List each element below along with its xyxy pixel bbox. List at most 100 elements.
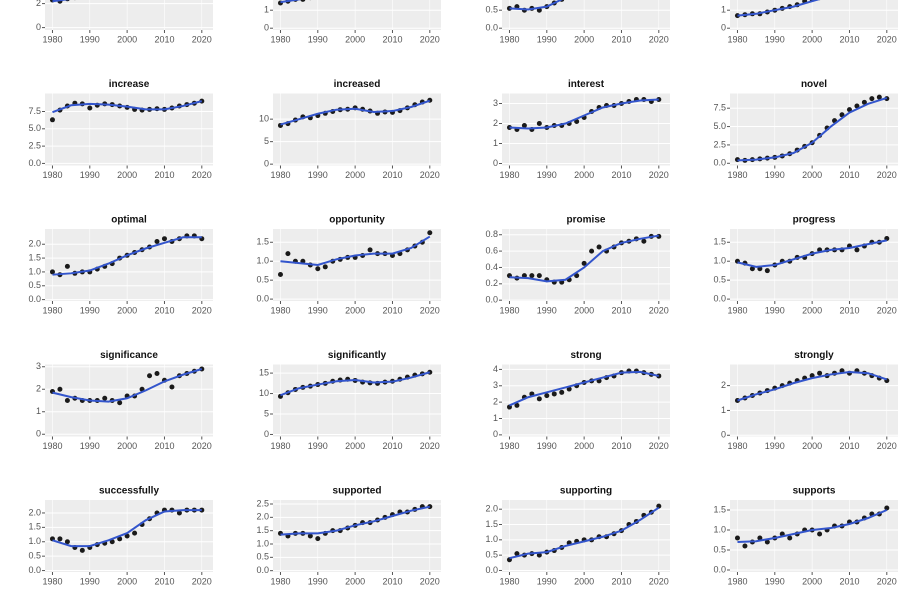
panel-background bbox=[273, 500, 441, 572]
x-tick-label: 1990 bbox=[308, 576, 328, 586]
y-tick-label: 5 bbox=[264, 136, 269, 146]
data-point bbox=[79, 547, 85, 553]
y-tick-label: 5.0 bbox=[28, 123, 41, 133]
y-tick-label: 1.5 bbox=[713, 237, 726, 247]
x-tick-label: 1990 bbox=[537, 576, 557, 586]
x-tick-label: 2000 bbox=[574, 576, 594, 586]
data-point bbox=[581, 260, 587, 266]
x-tick-label: 2020 bbox=[877, 170, 897, 180]
data-point bbox=[169, 384, 175, 390]
trend-line bbox=[737, 509, 888, 543]
y-tick-label: 7.5 bbox=[28, 106, 41, 116]
data-point bbox=[817, 531, 823, 537]
x-tick-label: 2020 bbox=[420, 576, 440, 586]
y-tick-label: 0.0 bbox=[713, 293, 726, 303]
y-tick-label: 2 bbox=[36, 0, 41, 8]
data-point bbox=[117, 536, 123, 542]
y-tick-label: 5 bbox=[264, 408, 269, 418]
data-point bbox=[861, 99, 867, 105]
panel-title: progress bbox=[793, 215, 836, 226]
y-tick-label: 3 bbox=[36, 361, 41, 371]
y-tick-label: 2 bbox=[493, 118, 498, 128]
x-tick-label: 1990 bbox=[308, 34, 328, 44]
x-tick-label: 2000 bbox=[574, 170, 594, 180]
x-tick-label: 1990 bbox=[765, 305, 785, 315]
y-tick-label: 0.5 bbox=[485, 5, 498, 15]
x-tick-label: 1990 bbox=[80, 305, 100, 315]
x-tick-label: 2020 bbox=[649, 34, 669, 44]
data-point bbox=[64, 263, 70, 269]
y-tick-label: 0.8 bbox=[485, 229, 498, 239]
y-tick-label: 0 bbox=[493, 158, 498, 168]
panel-title: increase bbox=[109, 79, 150, 90]
data-point bbox=[49, 269, 55, 275]
y-tick-label: 0 bbox=[36, 429, 41, 439]
y-tick-label: 2.5 bbox=[713, 139, 726, 149]
x-tick-label: 1980 bbox=[42, 305, 62, 315]
data-point bbox=[574, 273, 580, 279]
panel-background bbox=[730, 229, 898, 301]
trend-line bbox=[737, 96, 888, 162]
panel-background bbox=[730, 500, 898, 572]
y-tick-label: 2.5 bbox=[28, 140, 41, 150]
y-tick-label: 0.5 bbox=[256, 552, 269, 562]
x-tick-label: 2020 bbox=[192, 34, 212, 44]
x-tick-label: 2000 bbox=[345, 34, 365, 44]
x-tick-label: 2000 bbox=[802, 305, 822, 315]
x-tick-label: 1990 bbox=[765, 170, 785, 180]
y-tick-label: 0.5 bbox=[256, 275, 269, 285]
trend-line bbox=[280, 371, 431, 397]
data-point bbox=[315, 536, 321, 542]
data-point bbox=[742, 543, 748, 549]
x-tick-label: 2020 bbox=[420, 441, 440, 451]
y-tick-label: 0 bbox=[493, 429, 498, 439]
panel-title: significance bbox=[100, 350, 158, 361]
y-tick-label: 10 bbox=[259, 388, 269, 398]
x-tick-label: 2010 bbox=[382, 34, 402, 44]
x-tick-label: 2000 bbox=[802, 576, 822, 586]
y-tick-label: 2 bbox=[721, 380, 726, 390]
data-point bbox=[596, 244, 602, 250]
data-point bbox=[521, 123, 527, 128]
y-tick-label: 2 bbox=[493, 397, 498, 407]
x-tick-label: 2000 bbox=[802, 170, 822, 180]
y-tick-label: 0 bbox=[264, 23, 269, 33]
data-point bbox=[757, 535, 763, 541]
x-tick-label: 1990 bbox=[765, 441, 785, 451]
panel-title: supported bbox=[333, 486, 382, 497]
trend-line bbox=[509, 370, 660, 407]
panel-background bbox=[730, 93, 898, 166]
x-tick-label: 2020 bbox=[877, 34, 897, 44]
data-point bbox=[322, 264, 328, 270]
y-tick-label: 0.0 bbox=[713, 158, 726, 168]
y-tick-label: 0.0 bbox=[485, 565, 498, 575]
x-tick-label: 1990 bbox=[308, 441, 328, 451]
x-tick-label: 1980 bbox=[727, 305, 747, 315]
x-tick-label: 1980 bbox=[42, 576, 62, 586]
y-tick-label: 0.5 bbox=[28, 280, 41, 290]
x-tick-label: 2020 bbox=[192, 576, 212, 586]
panel-title: opportunity bbox=[329, 215, 385, 226]
y-tick-label: 0.0 bbox=[485, 23, 498, 33]
data-point bbox=[161, 236, 167, 242]
y-tick-label: 1 bbox=[264, 5, 269, 15]
x-tick-label: 2010 bbox=[154, 34, 174, 44]
x-tick-label: 2020 bbox=[192, 305, 212, 315]
data-point bbox=[109, 539, 115, 545]
data-point bbox=[506, 5, 512, 11]
y-tick-label: 0.4 bbox=[485, 262, 498, 272]
x-tick-label: 2000 bbox=[117, 441, 137, 451]
trend-line bbox=[737, 239, 887, 268]
y-tick-label: 3 bbox=[493, 380, 498, 390]
trend-line bbox=[509, 0, 563, 11]
x-tick-label: 1990 bbox=[80, 34, 100, 44]
panel-title: supporting bbox=[560, 486, 612, 497]
panel-title: supports bbox=[793, 486, 836, 497]
x-tick-label: 2020 bbox=[649, 441, 669, 451]
trend-line bbox=[509, 506, 660, 560]
x-tick-label: 1990 bbox=[537, 441, 557, 451]
x-tick-label: 2010 bbox=[611, 305, 631, 315]
x-tick-label: 2020 bbox=[877, 441, 897, 451]
data-point bbox=[367, 247, 373, 253]
data-point bbox=[566, 386, 572, 392]
